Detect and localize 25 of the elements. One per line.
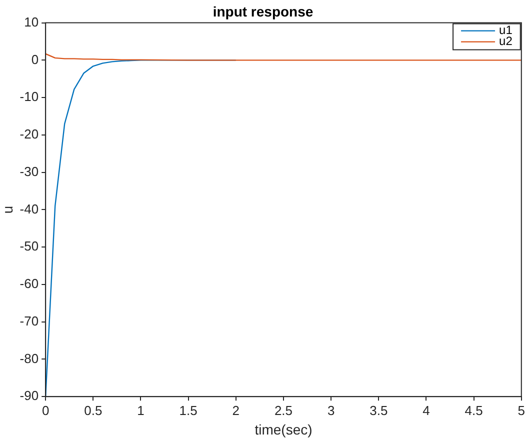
y-tick-label: -40 bbox=[20, 201, 39, 216]
y-tick-label: -90 bbox=[20, 388, 39, 404]
chart-title: input response bbox=[212, 3, 314, 20]
x-tick-label: 2 bbox=[232, 402, 240, 418]
x-tick-label: 4.5 bbox=[464, 402, 483, 418]
y-tick-label: -10 bbox=[20, 89, 39, 104]
y-tick-label: -80 bbox=[20, 350, 39, 366]
y-tick-label: -20 bbox=[20, 126, 39, 142]
y-tick-label: -30 bbox=[20, 164, 39, 179]
y-tick-label: 0 bbox=[31, 52, 39, 67]
x-tick-label: 4 bbox=[422, 402, 430, 418]
y-axis-title: u bbox=[0, 206, 16, 214]
x-tick-label: 3.5 bbox=[370, 402, 388, 418]
y-tick-label: -60 bbox=[20, 276, 39, 292]
x-tick-label: 5 bbox=[518, 402, 525, 418]
x-tick-label: 0.5 bbox=[84, 402, 102, 418]
x-axis-title: time(sec) bbox=[254, 421, 312, 438]
x-tick-label: 3 bbox=[327, 402, 335, 418]
x-tick-label: 0 bbox=[42, 402, 50, 418]
x-tick-label: 1 bbox=[137, 402, 144, 418]
y-tick-label: -50 bbox=[20, 238, 39, 254]
x-tick-label: 2.5 bbox=[274, 402, 293, 418]
y-tick-label: 10 bbox=[24, 14, 39, 30]
y-tick-label: -70 bbox=[20, 313, 39, 328]
x-tick-label: 1.5 bbox=[179, 402, 198, 418]
